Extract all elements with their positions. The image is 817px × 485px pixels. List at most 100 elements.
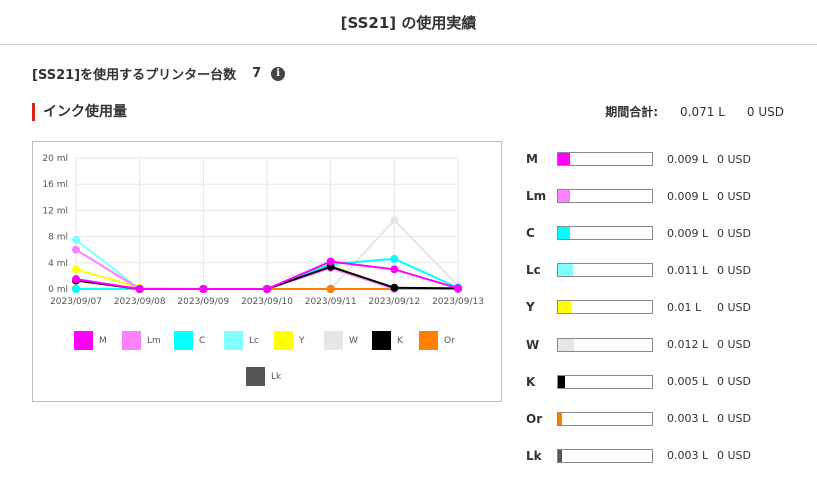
legend-item-y[interactable]: Y [274,331,305,350]
ink-liters: 0.009 L [667,152,709,166]
ink-usd: 0 USD [717,338,751,351]
period-total: 期間合計: 0.071 L 0 USD [605,104,784,120]
ink-usage-bar-fill [558,190,571,203]
legend-label: M [99,335,107,346]
ink-usage-bar [557,226,653,241]
ink-usage-bar-fill [558,227,571,240]
section-title: インク使用量 [43,104,127,120]
legend-label: C [199,335,206,346]
legend-item-c[interactable]: C [174,331,205,350]
legend-item-lm[interactable]: Lm [122,331,161,350]
ink-usage-bar-fill [558,412,563,425]
ink-name: C [526,226,535,241]
ink-usage-bar [557,300,653,315]
ink-usd: 0 USD [717,263,751,277]
ink-name: Lc [526,263,541,278]
ink-usage-bar-fill [558,449,563,462]
ink-usage-bar-fill [558,264,573,277]
ink-usd: 0 USD [717,375,751,389]
legend-swatch [224,331,243,350]
ink-usage-bar [557,263,653,278]
legend-swatch [372,331,391,350]
data-point-c [390,254,399,263]
y-tick-label: 16 ml [42,180,68,190]
y-tick-label: 12 ml [42,206,68,216]
ink-liters: 0.005 L [667,375,709,389]
legend-swatch [274,331,293,350]
x-tick-label: 2023/09/09 [177,297,229,307]
x-tick-label: 2023/09/10 [241,297,293,307]
data-point-m [326,257,335,266]
page-title: [SS21] の使用実績 [340,13,477,32]
data-point-m [199,285,208,293]
ink-liters: 0.01 L [667,300,702,314]
data-point-or [326,285,335,293]
legend-label: Or [444,335,455,346]
ink-name: Lm [526,189,547,204]
ink-usage-bar [557,411,653,426]
legend-item-or[interactable]: Or [419,331,455,350]
legend-item-m[interactable]: M [74,331,107,350]
ink-usage-bar-fill [558,338,574,351]
data-point-c [72,285,80,293]
ink-usage-chart: 20 ml 16 ml 12 ml 8 ml 4 ml 0 ml 2023/09/07 202… [32,141,502,402]
legend-item-lk[interactable]: Lk [246,367,281,386]
period-total-liters: 0.071 L [680,105,725,119]
data-point-m [390,265,399,274]
legend-label: Lc [249,335,259,346]
ink-usage-bar [557,152,653,166]
y-tick-label: 0 ml [48,285,68,295]
legend-label: Lk [271,371,282,382]
ink-liters: 0.003 L [667,449,709,463]
legend-swatch [174,331,193,350]
chart-svg: 20 ml 16 ml 12 ml 8 ml 4 ml 0 ml 2023/09/07 202… [42,154,484,307]
printer-count: [SS21]を使用するプリンター台数 7 i [32,64,286,83]
legend-item-k[interactable]: K [372,331,403,350]
ink-row-y: Y 0.01 L 0 USD [526,297,796,317]
ink-row-lm: Lm 0.009 L 0 USD [526,186,796,206]
y-tick-label: 4 ml [48,259,68,269]
ink-name: K [526,374,536,389]
ink-name: M [526,152,538,166]
ink-usage-bar [557,448,653,463]
ink-usd: 0 USD [717,226,751,240]
ink-usage-bar-fill [558,301,572,314]
ink-row-lc: Lc 0.011 L 0 USD [526,260,796,280]
ink-liters: 0.011 L [667,263,709,277]
legend-item-w[interactable]: W [324,331,358,350]
legend-label: W [349,335,358,346]
ink-row-c: C 0.009 L 0 USD [526,223,796,243]
section-accent-bar [32,103,35,121]
ink-name: W [526,337,540,352]
legend-label: Y [299,335,305,346]
legend-swatch [74,331,93,350]
data-point-lm [72,245,80,254]
ink-usd: 0 USD [717,412,751,426]
ink-liters: 0.009 L [667,189,709,203]
x-tick-label: 2023/09/08 [114,297,166,307]
ink-row-w: W 0.012 L 0 USD [526,335,796,355]
data-point-w [390,216,399,225]
data-point-m [263,285,271,293]
legend-swatch [324,331,343,350]
ink-usage-bar [557,189,653,204]
period-total-usd: 0 USD [746,105,784,119]
legend-label: K [397,335,403,346]
legend-item-lc[interactable]: Lc [224,331,259,350]
ink-row-k: K 0.005 L 0 USD [526,372,796,392]
printer-count-value: 7 [252,66,262,81]
ink-usd: 0 USD [717,300,751,314]
data-point-m [454,284,462,293]
ink-row-m: M 0.009 L 0 USD [526,149,796,169]
ink-name: Or [526,411,543,426]
info-icon[interactable]: i [271,66,286,81]
ink-name: Lk [526,448,542,463]
ink-liters: 0.009 L [667,226,709,240]
ink-usage-bar [557,337,653,352]
ink-usd: 0 USD [717,449,751,463]
ink-liters: 0.003 L [667,412,709,426]
x-tick-label: 2023/09/11 [305,297,357,307]
ink-liters: 0.012 L [667,338,709,351]
ink-usage-bar-fill [558,153,571,165]
ink-usage-bar-fill [558,375,565,388]
